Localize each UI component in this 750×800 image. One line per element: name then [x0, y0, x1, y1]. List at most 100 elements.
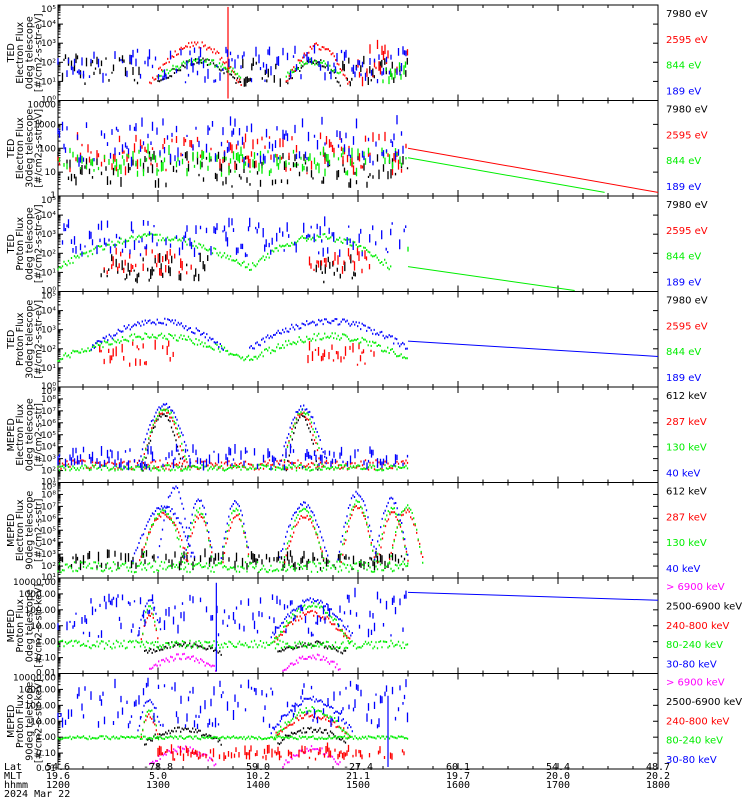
y-tick-label: 10⁵	[41, 431, 56, 441]
series-2595-ev	[57, 131, 659, 193]
y-tick-label: 1000	[33, 120, 56, 130]
series-130-kev	[57, 408, 409, 472]
data-points	[61, 217, 250, 258]
y-axis-title-line: MEPED	[6, 418, 17, 451]
legend-entry: 844 eV	[666, 252, 701, 263]
y-tick-label: 10¹	[41, 364, 56, 374]
y-tick-label: 10000.00	[13, 674, 56, 684]
xaxis-lat-value: -78.8	[143, 762, 173, 773]
y-axis-title-line: Electron Flux	[15, 117, 26, 179]
legend-entry: 2595 eV	[666, 130, 708, 141]
y-tick-label: 10000	[27, 101, 56, 111]
data-points	[57, 463, 409, 472]
data-points	[157, 485, 192, 559]
series-80-240-kev	[57, 602, 409, 650]
data-points	[57, 587, 407, 638]
data-points	[58, 143, 407, 177]
data-points	[382, 61, 407, 85]
y-axis-title-line: [#/cm2-s-str-eV]	[34, 109, 45, 188]
data-points	[274, 602, 351, 645]
plot-area	[57, 317, 659, 367]
y-axis-title-line: [#/cm2-s-str]	[34, 403, 45, 466]
series-287-kev	[57, 408, 409, 471]
legend-entry: > 6900 keV	[666, 678, 725, 689]
y-tick-label: 10⁰	[41, 96, 56, 106]
y-tick-label: 10.00	[30, 717, 56, 727]
data-points	[140, 408, 186, 471]
data-points	[137, 599, 162, 637]
series-844-ev	[57, 332, 408, 362]
data-points	[274, 609, 351, 643]
y-axis-title-line: Proton Flux	[15, 312, 26, 366]
xaxis-lat-value: 54.6	[46, 762, 70, 773]
y-tick-label: 1.00	[36, 733, 56, 743]
data-points	[315, 254, 356, 284]
plot-area	[57, 402, 409, 472]
y-tick-label: 10	[45, 168, 57, 178]
y-axis-title-line: [#/cm2-s-str-eV]	[34, 300, 45, 379]
y-tick-label: 0.01	[36, 669, 56, 679]
y-axis-title-line: [#/cm2-s-str-eV]	[34, 13, 45, 92]
legend-entry: 2595 eV	[666, 321, 708, 332]
panel-frame	[57, 195, 659, 292]
series-189-ev	[90, 317, 659, 357]
y-tick-label: 10⁰	[41, 382, 56, 392]
y-tick-label: 10¹	[41, 478, 56, 488]
legend-entry: 130 keV	[666, 443, 707, 454]
legend-entry: 612 keV	[666, 487, 707, 498]
y-axis-title: TEDElectron Flux0deg telescope[#/cm2-s-s…	[6, 13, 45, 92]
data-points	[249, 332, 408, 362]
xaxis-lat-value: 48.7	[646, 762, 670, 773]
panel-frame	[57, 386, 659, 483]
data-points	[337, 490, 377, 561]
series-240-800-kev	[140, 609, 351, 643]
y-axis-title-line: 90deg telescope	[24, 491, 35, 570]
data-points	[282, 653, 341, 672]
y-tick-label: 10¹	[41, 573, 56, 583]
data-points	[57, 232, 250, 271]
y-tick-label: 1.00	[36, 638, 56, 648]
legend-entry: 240-800 keV	[666, 716, 730, 727]
data-points	[270, 597, 353, 639]
data-points	[57, 115, 404, 168]
xaxis-mlt-value: 19.7	[446, 771, 470, 782]
y-tick-label: 10⁴	[41, 538, 56, 548]
data-points	[249, 216, 407, 257]
plot-area	[57, 485, 424, 574]
data-points	[140, 709, 159, 738]
xaxis-mlt-value: 5.0	[149, 771, 167, 782]
data-points	[144, 726, 222, 746]
xaxis-mlt-value: 19.6	[46, 771, 70, 782]
legend-entry: 80-240 keV	[666, 736, 723, 747]
series-30-80-kev	[57, 677, 409, 767]
y-axis-title-line: 90deg telescope	[24, 682, 35, 761]
xaxis-hhmm-value: 1600	[446, 780, 470, 791]
plot-area	[57, 115, 659, 193]
xaxis-hhmm-value: 1400	[246, 780, 270, 791]
data-line	[407, 340, 659, 357]
y-axis-title-line: Proton Flux	[15, 217, 26, 271]
y-axis-title: MEPEDProton Flux0deg telescope[#/cm2-s-s…	[6, 584, 45, 668]
data-points	[57, 443, 409, 471]
legend-entry: > 6900 keV	[666, 582, 725, 593]
data-points	[57, 560, 409, 574]
y-axis-title-line: TED	[6, 330, 17, 350]
y-tick-label: 10³	[41, 230, 56, 240]
legend-entry: 7980 eV	[666, 200, 708, 211]
y-tick-label: 10⁴	[41, 307, 56, 317]
y-axis-title-line: TED	[6, 234, 17, 254]
data-points	[58, 548, 406, 571]
y-tick-label: 10⁴	[41, 20, 56, 30]
y-tick-label: 10³	[41, 326, 56, 336]
xaxis-lat-value: 60.1	[446, 762, 470, 773]
data-points	[389, 504, 424, 565]
series-844-ev	[57, 232, 575, 292]
xaxis-mlt-value: 21.1	[346, 771, 370, 782]
y-tick-label: 10⁷	[41, 407, 56, 417]
series-2595-ev	[103, 247, 371, 276]
data-points	[57, 735, 409, 741]
y-tick-label: 10⁵	[41, 292, 56, 302]
